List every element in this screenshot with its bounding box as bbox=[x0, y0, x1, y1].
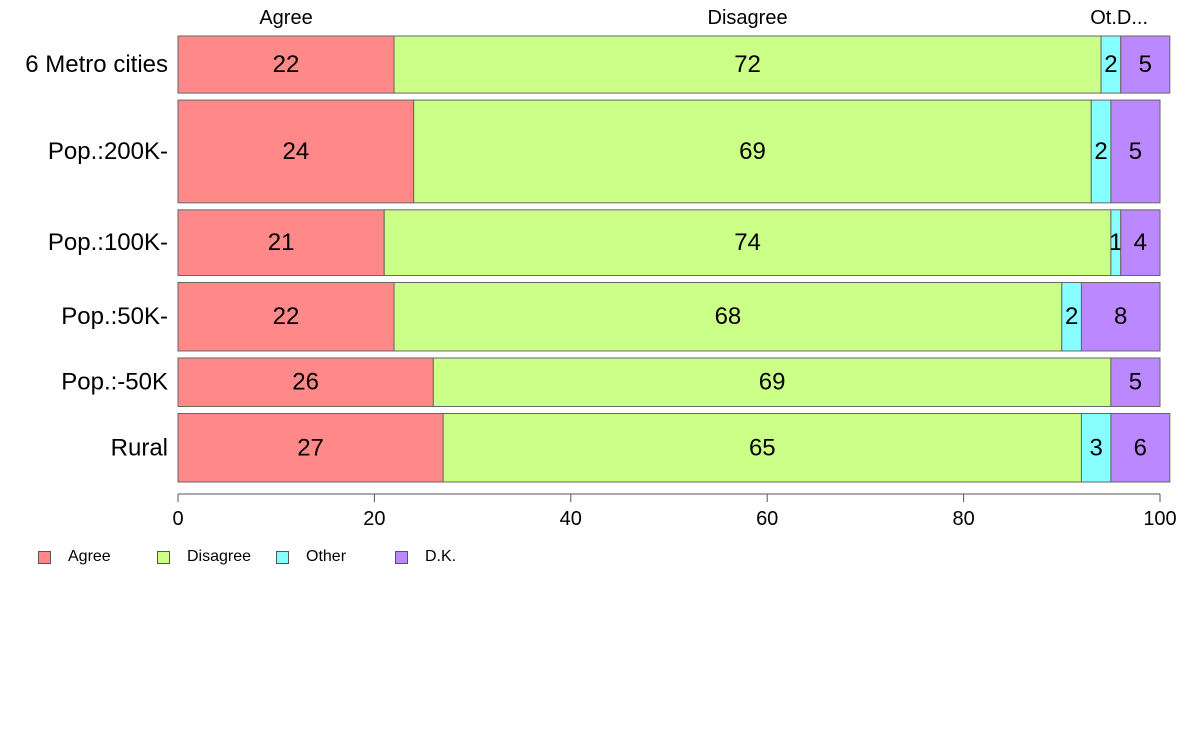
data-label-rural-other: 3 bbox=[1089, 434, 1102, 461]
data-label-6-metro-cities-other: 2 bbox=[1104, 51, 1117, 78]
legend-item-agree: Agree bbox=[38, 548, 111, 566]
data-label-pop-50k-agree: 26 bbox=[292, 369, 319, 396]
legend-item-dk: D.K. bbox=[395, 548, 456, 566]
data-label-pop-100k-agree: 21 bbox=[268, 229, 295, 256]
bar-6-metro-cities-disagree bbox=[393, 35, 1102, 94]
top-label-disagree: Disagree bbox=[708, 7, 788, 29]
row-label-6-metro-cities: 6 Metro cities bbox=[25, 51, 168, 78]
row-label-rural: Rural bbox=[111, 434, 168, 461]
data-label-pop-50k-agree: 22 bbox=[273, 303, 300, 330]
bar-pop-100k-disagree bbox=[383, 209, 1112, 276]
data-label-pop-200k-disagree: 69 bbox=[739, 138, 766, 165]
legend-item-other: Other bbox=[276, 548, 346, 566]
row-label-pop-100k: Pop.:100K- bbox=[48, 229, 168, 256]
data-label-rural-agree: 27 bbox=[297, 434, 324, 461]
data-label-pop-50k-d-k: 8 bbox=[1114, 303, 1127, 330]
data-label-pop-100k-disagree: 74 bbox=[734, 229, 761, 256]
bar-rural-disagree bbox=[442, 413, 1082, 483]
bar-pop-50k-agree bbox=[177, 357, 434, 407]
data-label-rural-disagree: 65 bbox=[749, 434, 776, 461]
row-label-pop-50k: Pop.:-50K bbox=[61, 369, 168, 396]
legend-swatch-other bbox=[276, 550, 289, 564]
data-label-pop-50k-other: 2 bbox=[1065, 303, 1078, 330]
legend-item-disagree: Disagree bbox=[157, 548, 251, 566]
bar-pop-50k-disagree bbox=[432, 357, 1112, 407]
bar-pop-100k-agree bbox=[177, 209, 385, 276]
bar-pop-200k-d-k bbox=[1110, 99, 1161, 204]
bar-pop-50k-d-k bbox=[1080, 281, 1161, 352]
bar-6-metro-cities-d-k bbox=[1120, 35, 1171, 94]
data-label-pop-200k-other: 2 bbox=[1094, 138, 1107, 165]
x-tick-label-100: 100 bbox=[1143, 508, 1176, 530]
data-label-6-metro-cities-disagree: 72 bbox=[734, 51, 761, 78]
x-tick-label-60: 60 bbox=[756, 508, 778, 530]
top-label-agree: Agree bbox=[259, 7, 312, 29]
data-label-pop-50k-d-k: 5 bbox=[1129, 369, 1142, 396]
data-label-pop-100k-other: 1 bbox=[1109, 229, 1122, 256]
data-label-pop-100k-d-k: 4 bbox=[1134, 229, 1147, 256]
data-label-rural-d-k: 6 bbox=[1134, 434, 1147, 461]
x-tick-label-20: 20 bbox=[363, 508, 385, 530]
legend-swatch-disagree bbox=[157, 550, 170, 564]
legend-swatch-agree bbox=[38, 550, 51, 564]
x-tick-label-40: 40 bbox=[560, 508, 582, 530]
data-label-pop-200k-agree: 24 bbox=[282, 138, 309, 165]
legend-label-agree: Agree bbox=[68, 548, 111, 565]
legend-label-dk: D.K. bbox=[425, 548, 457, 565]
bar-pop-100k-d-k bbox=[1120, 209, 1161, 276]
bar-rural-d-k bbox=[1110, 413, 1171, 483]
row-label-pop-50k: Pop.:50K- bbox=[61, 303, 168, 330]
data-label-6-metro-cities-d-k: 5 bbox=[1139, 51, 1152, 78]
legend-label-disagree: Disagree bbox=[187, 548, 252, 565]
x-tick-label-80: 80 bbox=[952, 508, 974, 530]
data-label-pop-200k-d-k: 5 bbox=[1129, 138, 1142, 165]
data-label-pop-50k-disagree: 69 bbox=[759, 369, 786, 396]
legend-label-other: Other bbox=[306, 548, 347, 565]
bar-pop-50k-d-k bbox=[1110, 357, 1161, 407]
x-tick-label-0: 0 bbox=[172, 508, 183, 530]
top-label-dk: D... bbox=[1117, 7, 1148, 29]
bar-6-metro-cities-agree bbox=[177, 35, 395, 94]
bar-pop-200k-agree bbox=[177, 99, 415, 204]
data-label-6-metro-cities-agree: 22 bbox=[273, 51, 300, 78]
legend-swatch-dk bbox=[395, 550, 408, 564]
data-label-pop-50k-disagree: 68 bbox=[715, 303, 742, 330]
bar-pop-50k-agree bbox=[177, 281, 395, 352]
bar-rural-other bbox=[1080, 413, 1112, 483]
bar-pop-200k-disagree bbox=[413, 99, 1092, 204]
bar-rural-agree bbox=[177, 413, 444, 483]
row-label-pop-200k: Pop.:200K- bbox=[48, 138, 168, 165]
top-label-other: Ot. bbox=[1090, 7, 1117, 29]
